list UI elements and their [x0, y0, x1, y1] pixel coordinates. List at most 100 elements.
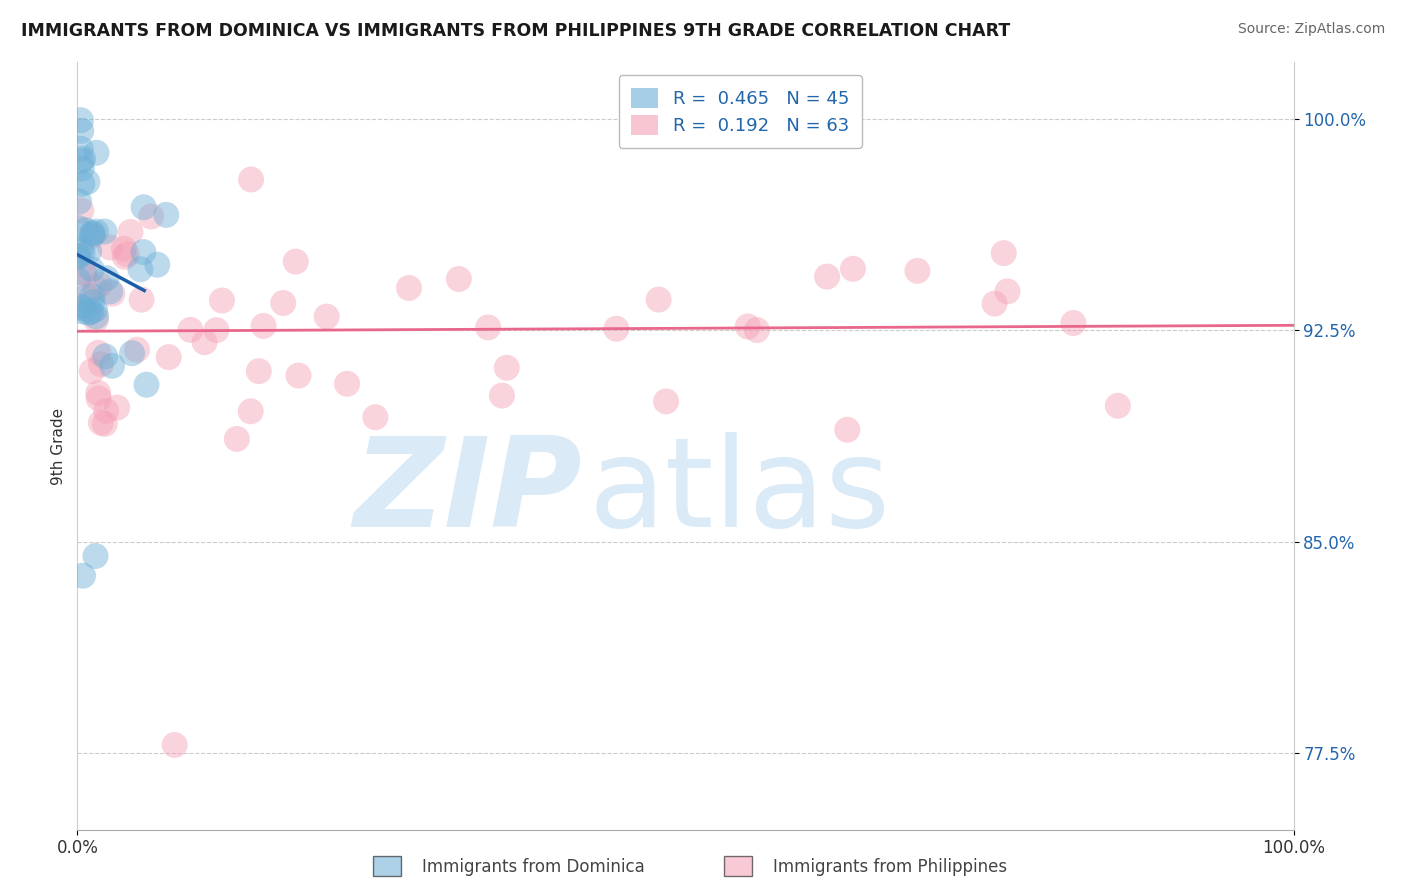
Point [336, 376, 359, 391]
Point [125, 343, 148, 357]
Point [96, 404, 118, 418]
Point [77, 244, 100, 259]
Point [120, 225, 142, 239]
Point [70, 124, 93, 138]
Point [101, 286, 124, 301]
Point [84, 312, 107, 326]
Point [655, 394, 678, 409]
Point [76, 289, 98, 303]
Point [84, 225, 107, 239]
Point [72, 304, 94, 318]
Point [82, 229, 104, 244]
Point [1062, 316, 1084, 330]
Point [105, 401, 128, 415]
Point [87, 392, 110, 406]
Point [155, 208, 177, 222]
Point [98, 285, 121, 299]
Point [90, 357, 112, 371]
Point [211, 293, 233, 308]
Point [907, 264, 929, 278]
Point [77, 306, 100, 320]
Point [141, 210, 163, 224]
Point [114, 250, 136, 264]
Point [70, 242, 93, 256]
Point [163, 738, 186, 752]
Point [157, 350, 180, 364]
Point [239, 404, 262, 418]
Point [80, 262, 103, 277]
Point [647, 293, 669, 307]
Point [132, 200, 155, 214]
Point [67, 221, 90, 235]
Point [67, 249, 90, 263]
Text: atlas: atlas [588, 432, 890, 552]
Point [837, 423, 859, 437]
Point [194, 335, 217, 350]
Point [72, 245, 94, 260]
Point [131, 293, 153, 307]
Point [80, 364, 103, 378]
Point [70, 161, 93, 176]
Point [146, 258, 169, 272]
Point [70, 301, 93, 315]
Point [72, 152, 94, 166]
Point [842, 261, 865, 276]
Point [94, 417, 117, 431]
Point [993, 246, 1015, 260]
Point [75, 223, 97, 237]
Point [284, 254, 307, 268]
Point [84, 302, 107, 317]
Text: Immigrants from Philippines: Immigrants from Philippines [773, 858, 1008, 876]
Point [287, 368, 309, 383]
Point [477, 320, 499, 334]
Point [69, 142, 91, 156]
Y-axis label: 9th Grade: 9th Grade [51, 408, 66, 484]
Point [737, 319, 759, 334]
Point [240, 172, 263, 186]
Text: Source: ZipAtlas.com: Source: ZipAtlas.com [1237, 22, 1385, 37]
Point [72, 568, 94, 582]
Point [364, 410, 387, 425]
Point [271, 296, 294, 310]
Point [96, 271, 118, 285]
Point [132, 245, 155, 260]
Point [73, 266, 96, 280]
Point [491, 388, 513, 402]
Point [398, 281, 420, 295]
Point [89, 277, 111, 292]
Text: Immigrants from Dominica: Immigrants from Dominica [422, 858, 644, 876]
Point [72, 177, 94, 191]
Point [745, 323, 768, 337]
Point [73, 266, 96, 280]
Point [93, 225, 115, 239]
Point [605, 322, 627, 336]
Point [98, 240, 121, 254]
Point [82, 289, 104, 303]
Point [84, 549, 107, 563]
Point [997, 285, 1019, 299]
Point [135, 377, 157, 392]
Point [90, 416, 112, 430]
Point [101, 359, 124, 373]
Point [1107, 399, 1129, 413]
Point [84, 310, 107, 324]
Point [205, 323, 228, 337]
Point [82, 226, 104, 240]
Point [129, 262, 152, 277]
Point [225, 432, 247, 446]
Point [447, 272, 470, 286]
Point [112, 242, 135, 256]
Point [983, 296, 1005, 310]
Point [115, 247, 138, 261]
Point [70, 153, 93, 168]
Point [82, 227, 104, 241]
Point [87, 345, 110, 359]
Point [86, 145, 108, 160]
Text: IMMIGRANTS FROM DOMINICA VS IMMIGRANTS FROM PHILIPPINES 9TH GRADE CORRELATION CH: IMMIGRANTS FROM DOMINICA VS IMMIGRANTS F… [21, 22, 1011, 40]
Legend: R =  0.465   N = 45, R =  0.192   N = 63: R = 0.465 N = 45, R = 0.192 N = 63 [619, 75, 862, 147]
Point [179, 323, 201, 337]
Point [82, 295, 104, 310]
Point [67, 194, 90, 209]
Point [121, 346, 143, 360]
Point [69, 300, 91, 314]
